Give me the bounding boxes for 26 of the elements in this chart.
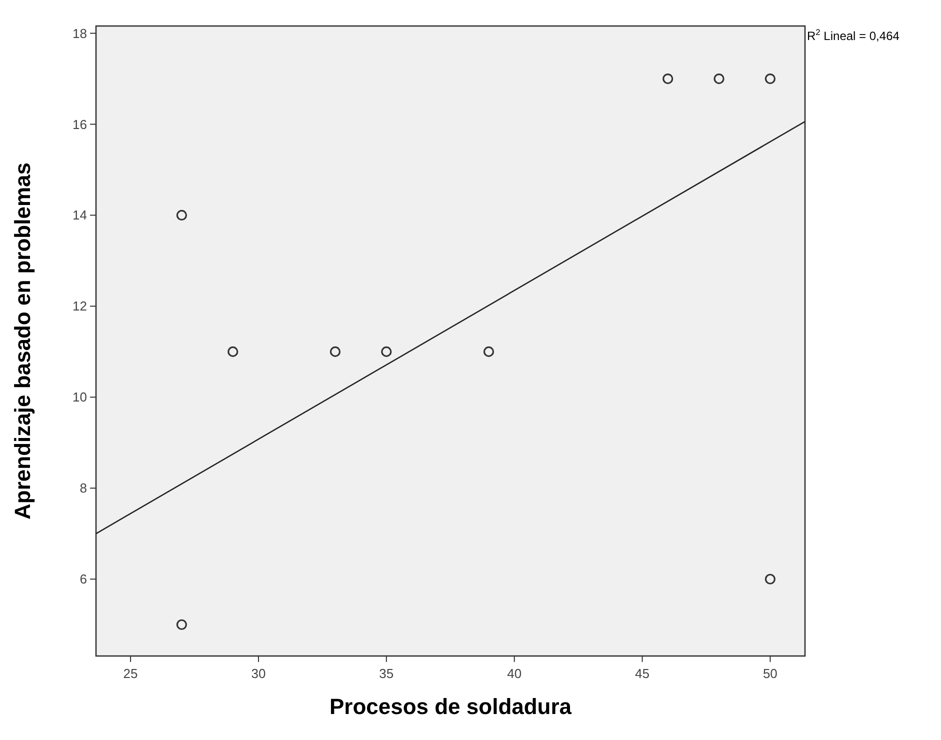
point (381, 346, 392, 357)
point (662, 73, 674, 84)
point (764, 73, 776, 84)
x-tick-label: 40 (507, 666, 522, 681)
y-tick-label: 8 (80, 480, 87, 496)
x-axis-title: Procesos de soldadura (329, 694, 572, 719)
x-tick-label: 25 (123, 666, 138, 681)
y-tick-label: 6 (80, 572, 87, 587)
x-tick-label: 35 (379, 666, 394, 681)
point (714, 73, 724, 84)
y-tick-label: 18 (72, 26, 87, 41)
text: R$^{2}$ Lineal = 0,464 (807, 27, 900, 43)
y-tick-label: 10 (72, 390, 87, 405)
x-tick-label: 30 (251, 666, 266, 681)
x-tick-label: 50 (762, 666, 778, 681)
point (483, 346, 494, 357)
point (176, 210, 188, 221)
point (176, 619, 188, 630)
x-tick-label: 45 (635, 666, 650, 681)
y-tick-label: 16 (72, 116, 87, 132)
y-axis-title: Aprendizaje basado en problemas (10, 162, 35, 520)
point (764, 574, 776, 584)
point (228, 346, 238, 357)
y-tick-label: 14 (72, 208, 87, 223)
y-tick-label: 12 (72, 298, 87, 314)
point (330, 346, 341, 357)
